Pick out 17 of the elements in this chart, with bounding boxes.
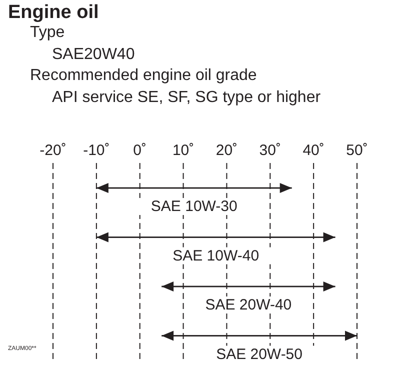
y-tick-label: SAE 20W-40 — [205, 296, 292, 314]
x-tick-label: 20˚ — [216, 142, 238, 159]
y-tick-label: SAE 10W-40 — [172, 247, 260, 264]
x-tick-label: 10˚ — [172, 142, 194, 159]
text: Recommended engine oil grade — [30, 67, 257, 85]
x-tick-label: -20˚ — [40, 142, 66, 159]
x-tick-label: 50˚ — [346, 142, 368, 159]
x-tick-label: 40˚ — [302, 142, 324, 159]
x-tick-label: 30˚ — [259, 142, 281, 159]
y-tick-label: SAE 20W-50 — [216, 346, 303, 363]
text: API service SE, SF, SG type or higher — [52, 88, 321, 106]
y-tick-label: SAE 10W-30 — [150, 198, 238, 215]
text: Type — [30, 24, 65, 42]
x-tick-label: -10˚ — [83, 142, 110, 159]
chart-title: Engine oil — [8, 2, 99, 24]
x-tick-label: 0˚ — [133, 142, 147, 159]
text: SAE20W40 — [52, 46, 135, 64]
